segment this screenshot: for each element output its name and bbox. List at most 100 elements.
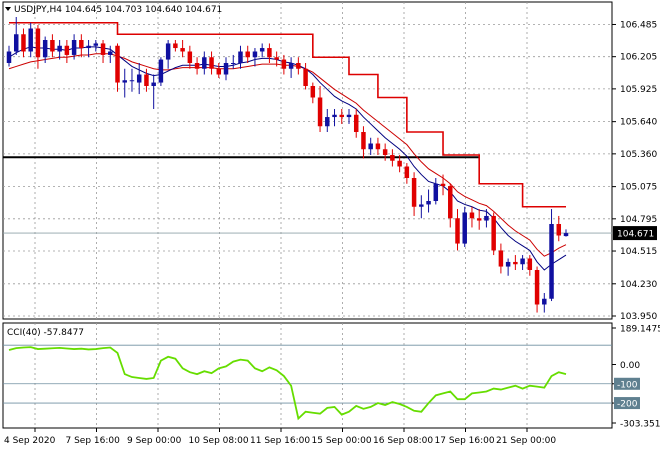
candle-body xyxy=(115,45,120,83)
main-pane-frame xyxy=(2,1,613,320)
cci-level-badge xyxy=(614,397,640,410)
chart-title: USDJPY,H4 104.645 104.703 104.640 104.67… xyxy=(14,5,222,15)
price-axis: 106.485 106.205 105.925 105.640 105.360 105.0… xyxy=(612,20,657,322)
candle-body xyxy=(476,218,482,221)
price-tick-label: 104.795 xyxy=(620,215,657,225)
candle-body xyxy=(21,34,26,52)
candles-group xyxy=(6,17,569,313)
candle-body xyxy=(100,43,106,55)
candle-body xyxy=(35,28,41,58)
price-tick-label: 103.950 xyxy=(620,312,657,322)
time-tick-label: 21 Sep 00:00 xyxy=(496,436,556,446)
candle-body xyxy=(382,149,388,155)
time-tick-label: 4 Sep 2020 xyxy=(4,436,56,446)
candle-body xyxy=(462,212,467,244)
candle-body xyxy=(411,178,417,207)
price-tick-label: 104.230 xyxy=(620,280,657,290)
candle-body xyxy=(296,63,301,69)
time-tick-label: 10 Sep 08:00 xyxy=(189,436,249,446)
channel-upper-line xyxy=(9,21,566,208)
candle-body xyxy=(173,43,178,49)
candle-body xyxy=(332,114,337,118)
collapse-triangle-icon xyxy=(5,7,11,11)
time-tick-label: 16 Sep 08:00 xyxy=(373,436,433,446)
current-price-badge xyxy=(613,226,657,241)
candle-body xyxy=(368,143,373,150)
candle-body xyxy=(136,74,142,83)
candle-body xyxy=(57,45,62,52)
cci-axis: 189.1475 0.00 -100 -200 -303.3519 xyxy=(612,325,660,430)
candle-body xyxy=(42,40,48,58)
candle-body xyxy=(527,258,533,270)
cci-tick-label: -200 xyxy=(617,400,638,410)
candle-body xyxy=(317,97,323,127)
cci-level-badge xyxy=(614,377,640,390)
candle-body xyxy=(404,166,410,178)
candle-body xyxy=(563,233,569,237)
candle-body xyxy=(534,270,540,305)
candle-body xyxy=(13,34,19,52)
candle-body xyxy=(64,45,70,55)
candle-body xyxy=(303,68,308,86)
candle-body xyxy=(520,258,525,265)
price-tick-label: 105.075 xyxy=(620,183,657,193)
candle-body xyxy=(390,155,395,161)
candle-body xyxy=(71,40,77,55)
time-tick-label: 7 Sep 16:00 xyxy=(66,436,121,446)
time-tick-label: 11 Sep 16:00 xyxy=(250,436,310,446)
cci-pane-frame xyxy=(2,322,613,429)
price-tick-label: 106.205 xyxy=(620,53,657,63)
candle-body xyxy=(419,204,424,207)
candle-body xyxy=(50,40,55,52)
candle-body xyxy=(267,48,272,58)
candle-body xyxy=(259,48,265,52)
candle-body xyxy=(339,114,344,118)
time-tick-label: 17 Sep 16:00 xyxy=(435,436,495,446)
candle-body xyxy=(353,114,359,132)
candle-body xyxy=(310,86,316,98)
candle-body xyxy=(484,215,489,221)
candle-body xyxy=(288,63,294,69)
candle-body xyxy=(231,63,236,64)
cci-title: CCI(40) -57.8477 xyxy=(7,328,84,338)
price-tick-label: 106.485 xyxy=(620,20,657,30)
candle-body xyxy=(455,218,460,244)
cci-tick-label: 0.00 xyxy=(620,361,640,371)
candle-body xyxy=(86,45,91,49)
candle-body xyxy=(158,59,164,83)
candle-body xyxy=(202,57,207,69)
candle-body xyxy=(274,57,279,60)
time-axis: 4 Sep 2020 7 Sep 16:00 9 Sep 00:00 10 Sep 0… xyxy=(4,428,556,446)
candle-body xyxy=(194,63,200,69)
price-tick-label: 105.640 xyxy=(620,118,657,128)
candle-body xyxy=(93,43,99,46)
candle-body xyxy=(556,224,562,236)
candle-body xyxy=(108,51,113,55)
candle-body xyxy=(346,114,352,118)
candle-body xyxy=(6,51,12,63)
cci-tick-label: -303.3519 xyxy=(620,420,660,430)
candle-body xyxy=(491,215,496,251)
candle-body xyxy=(180,48,185,52)
price-tick-label: 105.925 xyxy=(620,85,657,95)
candle-body xyxy=(542,298,547,305)
candle-body xyxy=(79,40,84,49)
candle-body xyxy=(122,80,127,83)
candle-body xyxy=(513,261,518,265)
candle-body xyxy=(375,143,381,150)
time-tick-label: 15 Sep 00:00 xyxy=(312,436,372,446)
candle-body xyxy=(151,82,156,86)
candle-body xyxy=(325,117,330,127)
cci-tick-label: 189.1475 xyxy=(620,325,660,335)
candle-body xyxy=(187,51,193,63)
candle-body xyxy=(549,224,554,299)
candle-body xyxy=(252,51,258,58)
candle-body xyxy=(129,80,135,82)
candle-body xyxy=(281,59,287,69)
candle-body xyxy=(433,183,439,201)
candle-body xyxy=(165,43,171,60)
price-tick-label: 105.360 xyxy=(620,150,657,160)
cci-line xyxy=(8,346,567,421)
candle-body xyxy=(209,57,214,69)
